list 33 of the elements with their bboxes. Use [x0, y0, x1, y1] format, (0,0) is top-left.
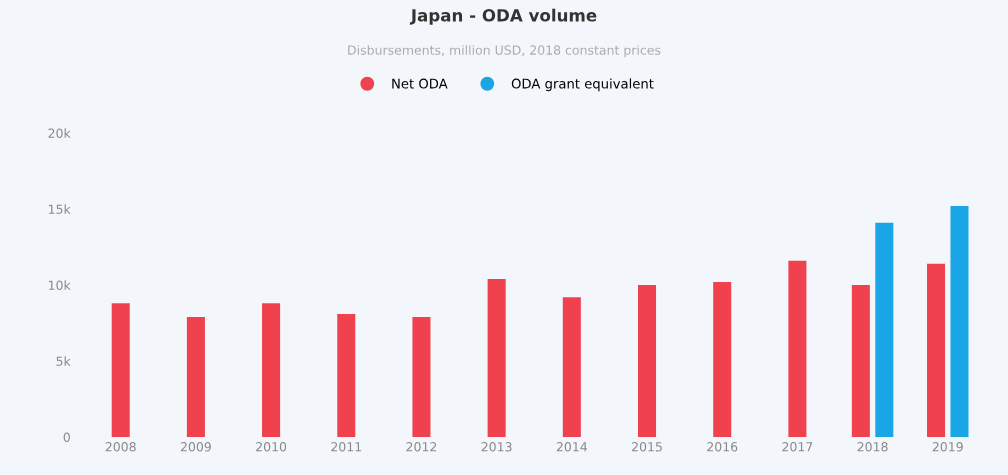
y-tick-label: 20k — [48, 128, 71, 138]
x-tick-label: 2016 — [707, 442, 738, 452]
x-tick-label: 2013 — [481, 442, 512, 452]
x-tick-label: 2015 — [632, 442, 662, 452]
bar — [713, 281, 732, 437]
y-tick-label: 10k — [48, 280, 71, 290]
legend-label: Net ODA — [392, 78, 448, 89]
x-tick-label: 2019 — [932, 442, 963, 452]
x-tick-label: 2011 — [331, 442, 362, 452]
bar — [487, 278, 506, 437]
y-tick-label: 0 — [63, 432, 70, 442]
bar — [186, 316, 205, 437]
legend-label: ODA grant equivalent — [511, 78, 654, 92]
bar — [875, 222, 894, 437]
chart-title: Japan - ODA volume — [409, 8, 597, 25]
x-tick-label: 2014 — [556, 442, 588, 452]
bar — [337, 313, 356, 437]
x-tick-label: 2017 — [782, 442, 813, 452]
bar — [412, 316, 431, 437]
x-tick-label: 2010 — [256, 442, 287, 452]
x-tick-label: 2018 — [857, 442, 888, 452]
x-tick-label: 2008 — [105, 442, 136, 452]
chart-subtitle: Disbursements, million USD, 2018 constant prices — [348, 45, 661, 58]
bar — [788, 260, 807, 437]
x-tick-label: 2012 — [406, 442, 437, 452]
bar — [111, 303, 130, 437]
bar — [562, 297, 581, 437]
bar — [950, 205, 969, 437]
y-tick-label: 5k — [56, 356, 71, 366]
y-tick-label: 15k — [48, 204, 71, 214]
x-tick-label: 2009 — [180, 442, 211, 452]
bar — [262, 303, 281, 437]
bar — [638, 285, 657, 437]
